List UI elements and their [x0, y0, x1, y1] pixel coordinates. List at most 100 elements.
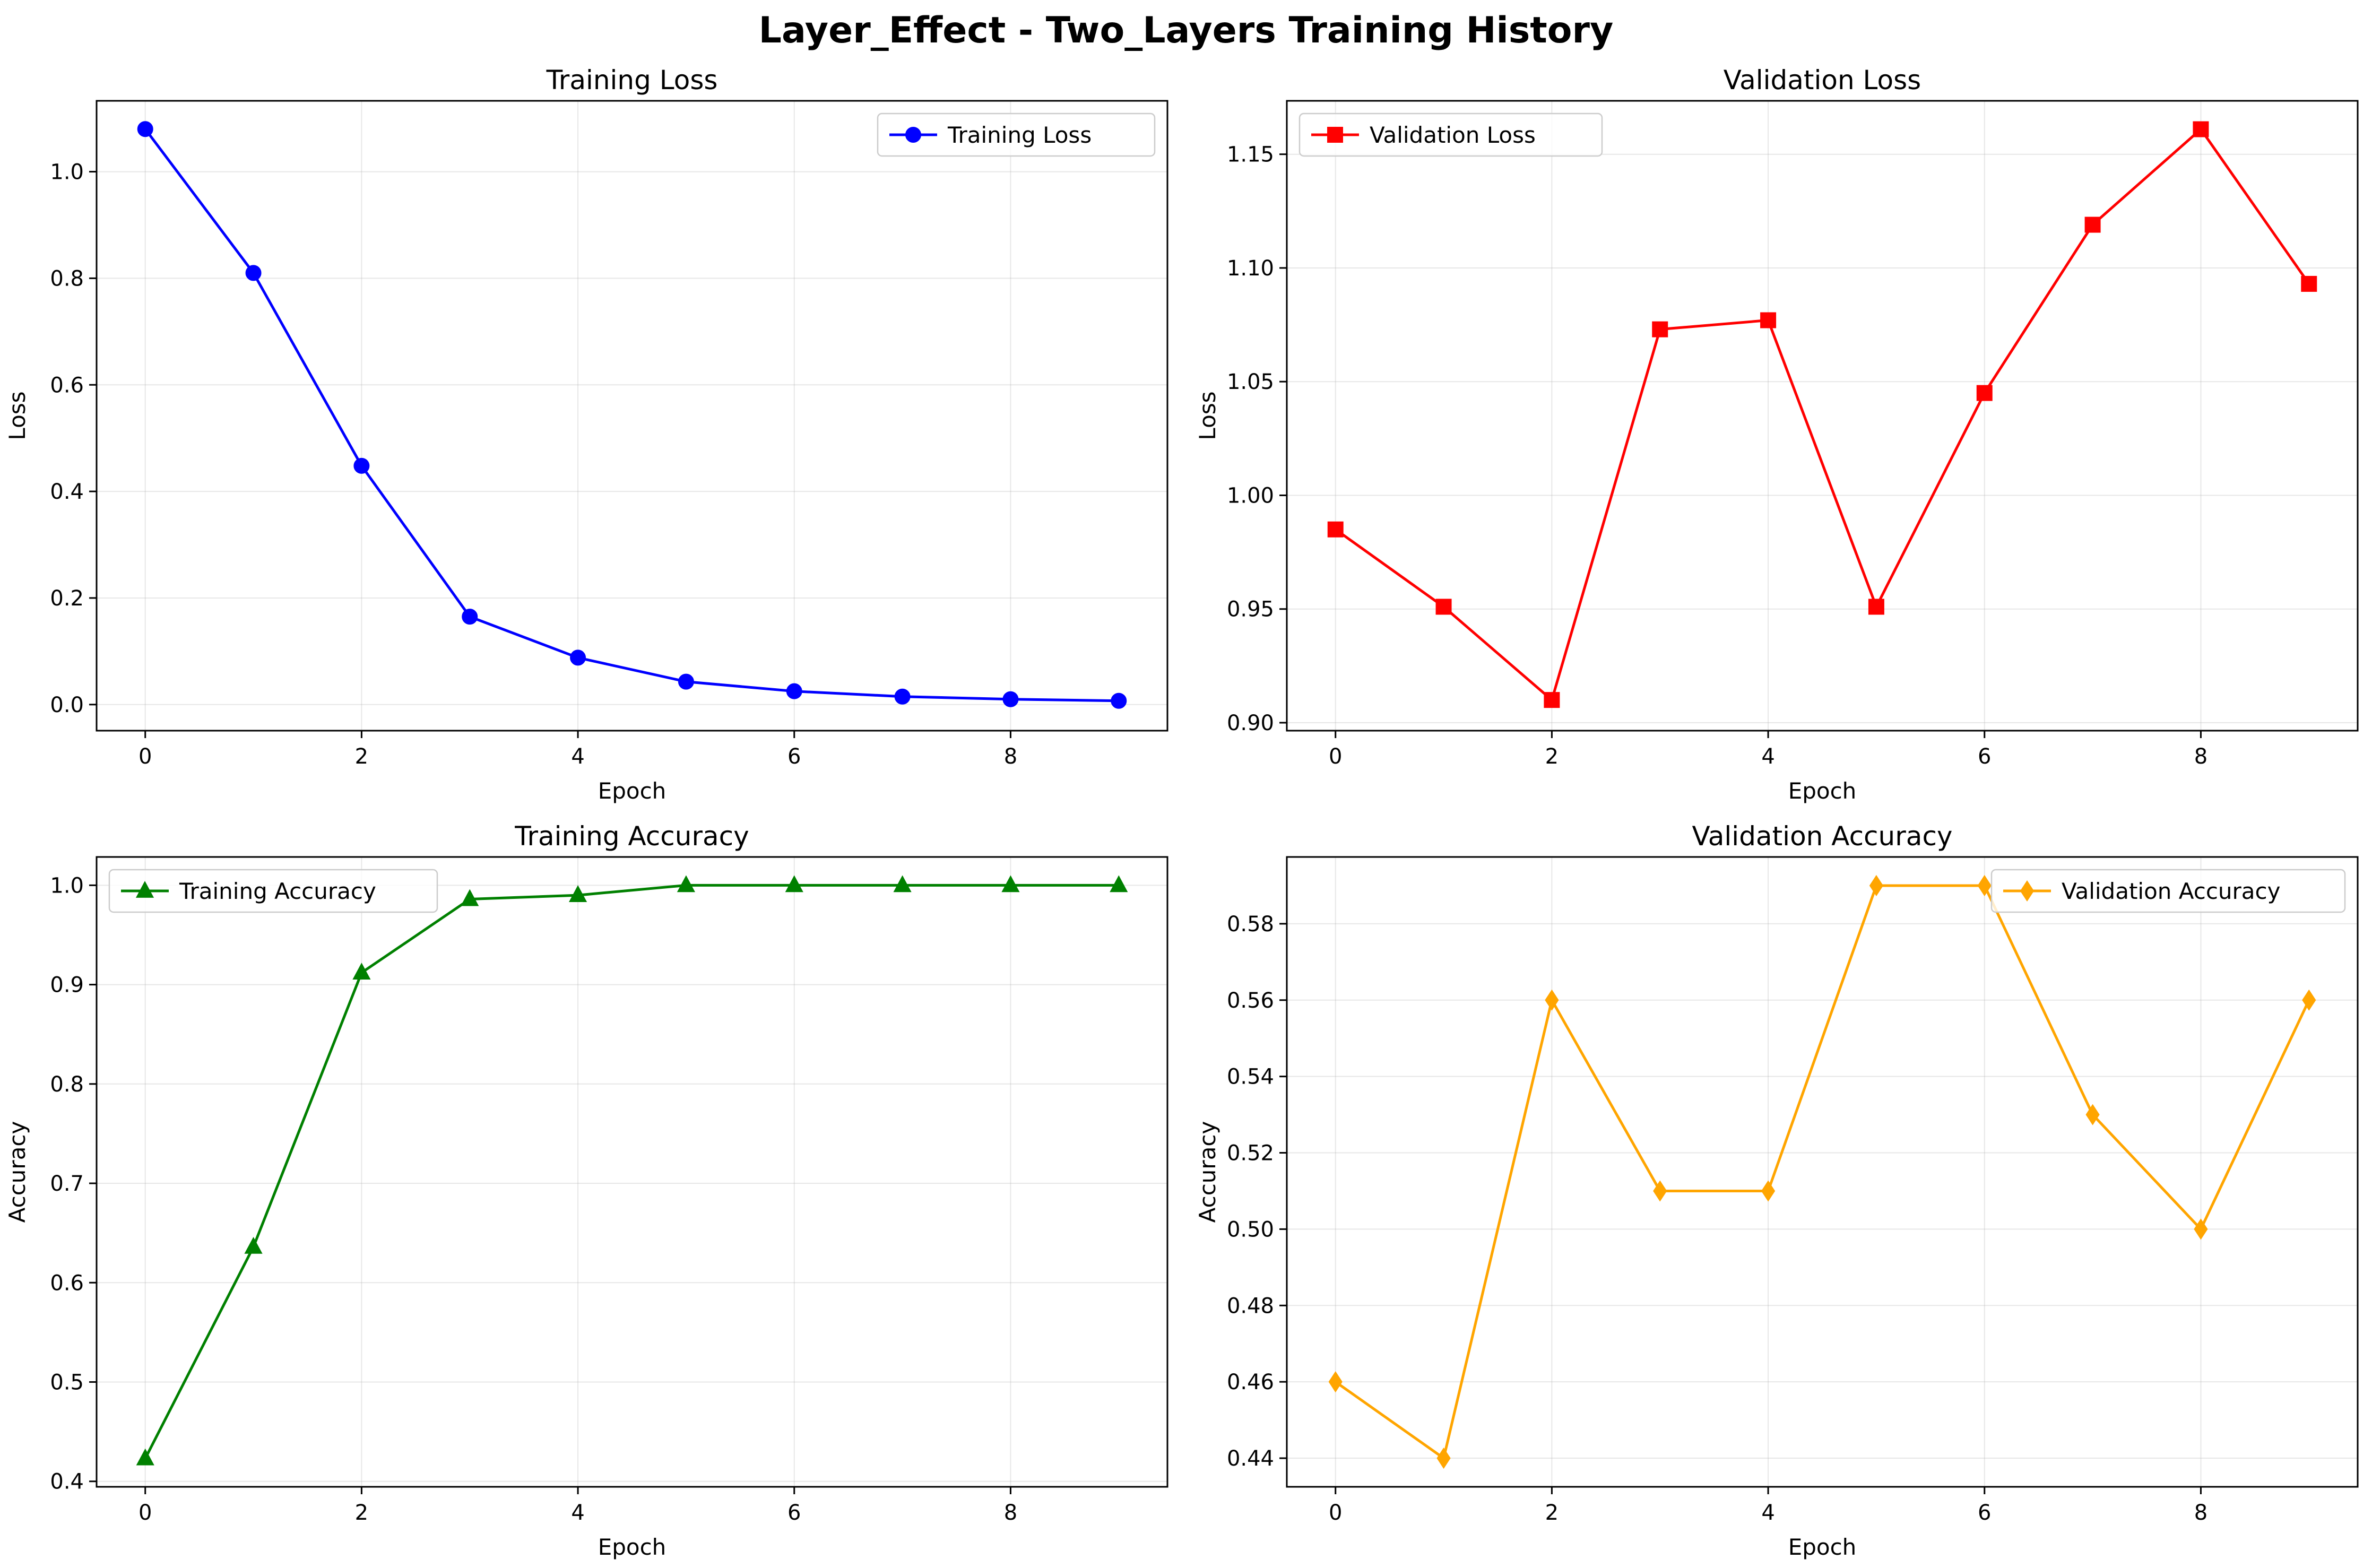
x-tick-label: 6: [1978, 1501, 1991, 1525]
x-tick-label: 4: [571, 1501, 584, 1525]
legend: Validation Loss: [1298, 112, 1603, 157]
subplot-validation-loss: 0 2 4 6 8 0.90 0.95 1.00 1.05 1.10 1.15 Validation …: [1194, 65, 2359, 804]
legend-marker: [135, 881, 154, 898]
data-point: [677, 875, 695, 893]
legend: Training Accuracy: [108, 869, 438, 913]
legend-label: Validation Accuracy: [2062, 878, 2281, 904]
legend-marker: [905, 127, 921, 143]
y-tick-label: 1.00: [1227, 483, 1274, 508]
data-point: [462, 609, 478, 625]
data-point: [678, 673, 694, 690]
y-tick-label: 0.5: [50, 1370, 84, 1394]
x-axis-label: Epoch: [598, 1534, 666, 1560]
data-point: [1544, 692, 1560, 708]
x-tick-label: 4: [1761, 744, 1774, 769]
series-line-training-accuracy: [144, 883, 1119, 1459]
data-point: [1001, 875, 1020, 893]
data-point: [1110, 875, 1128, 893]
legend-box: [108, 869, 438, 913]
series-line-validation-accuracy: [1335, 884, 2310, 1460]
subplot-title: Training Loss: [546, 65, 718, 96]
y-tick-label: 0.2: [50, 586, 84, 611]
data-point: [2194, 1218, 2208, 1240]
y-tick-label: 0.8: [50, 266, 84, 291]
subplot-validation-accuracy: 0 2 4 6 8 0.44 0.46 0.48 0.50 0.52 0.54 0.56 0.58 Val…: [1194, 821, 2359, 1560]
legend: Validation Accuracy: [1990, 869, 2346, 913]
data-point: [1761, 1180, 1776, 1202]
data-point: [1652, 321, 1668, 337]
plot-frame: [1286, 856, 2359, 1488]
x-tick-label: 8: [1004, 744, 1017, 769]
x-tick-label: 2: [355, 744, 368, 769]
y-axis-label: Loss: [4, 391, 30, 440]
data-point: [1976, 385, 1993, 401]
data-point: [137, 121, 153, 137]
y-tick-label: 0.6: [50, 1271, 84, 1295]
y-tick-label: 0.8: [50, 1072, 84, 1097]
data-point: [893, 875, 912, 893]
data-point: [569, 885, 587, 902]
data-point: [2193, 121, 2209, 137]
y-tick-label: 0.4: [50, 480, 84, 504]
y-tick-label: 0.44: [1227, 1446, 1274, 1471]
subplot-grid: 0 2 4 6 8 0.0 0.2 0.4 0.6 0.8 1.0 Training Loss Epoc…: [4, 65, 2359, 1560]
data-point: [1760, 312, 1777, 328]
y-tick-label: 0.50: [1227, 1217, 1274, 1242]
data-point: [1435, 599, 1452, 615]
y-tick-label: 0.9: [50, 973, 84, 998]
x-tick-label: 4: [571, 744, 584, 769]
x-tick-label: 6: [1978, 744, 1991, 769]
data-point: [1328, 1371, 1343, 1393]
subplot-training-accuracy: 0 2 4 6 8 0.4 0.5 0.6 0.7 0.8 0.9 1.0 Training Accur…: [4, 821, 1168, 1560]
x-tick-label: 2: [355, 1501, 368, 1525]
legend-marker: [1327, 127, 1343, 143]
y-axis-label: Accuracy: [4, 1121, 30, 1223]
y-tick-label: 1.05: [1227, 370, 1274, 394]
y-tick-label: 0.56: [1227, 989, 1274, 1013]
x-tick-label: 4: [1761, 1501, 1774, 1525]
subplot-title: Training Accuracy: [514, 821, 749, 852]
y-tick-label: 0.54: [1227, 1065, 1274, 1089]
data-point: [785, 875, 803, 893]
x-tick-label: 2: [1545, 1501, 1559, 1525]
x-tick-label: 0: [138, 1501, 152, 1525]
y-axis-label: Loss: [1194, 391, 1220, 440]
x-tick-label: 2: [1545, 744, 1559, 769]
plot-frame: [96, 100, 1168, 732]
data-point: [1977, 874, 1992, 896]
data-point: [1327, 521, 1344, 538]
x-tick-label: 6: [787, 744, 801, 769]
data-point: [136, 1448, 154, 1466]
data-point: [894, 688, 911, 705]
y-tick-label: 0.7: [50, 1172, 84, 1196]
figure-title: Layer_Effect - Two_Layers Training Histo…: [759, 10, 1614, 51]
y-tick-label: 0.48: [1227, 1294, 1274, 1318]
data-point: [1002, 691, 1019, 707]
x-tick-label: 8: [2194, 1501, 2207, 1525]
series-line-training-loss: [144, 128, 1119, 703]
x-tick-label: 0: [1329, 1501, 1342, 1525]
data-point: [2301, 275, 2317, 292]
legend: Training Loss: [877, 112, 1156, 157]
data-point: [1869, 874, 1884, 896]
data-point: [2302, 989, 2316, 1011]
data-point: [353, 457, 370, 474]
y-tick-label: 0.90: [1227, 711, 1274, 735]
x-tick-label: 0: [1329, 744, 1342, 769]
subplot-title: Validation Loss: [1724, 65, 1921, 96]
y-axis-label: Accuracy: [1194, 1121, 1220, 1223]
legend-marker: [2020, 880, 2035, 902]
y-tick-label: 0.95: [1227, 597, 1274, 622]
legend-box: [1990, 869, 2346, 913]
x-tick-label: 0: [138, 744, 152, 769]
data-point: [1545, 989, 1559, 1011]
y-tick-label: 0.46: [1227, 1370, 1274, 1394]
legend-label: Validation Loss: [1370, 122, 1536, 148]
y-tick-label: 0.58: [1227, 912, 1274, 937]
x-axis-label: Epoch: [1788, 1534, 1857, 1560]
plot-frame: [1286, 100, 2359, 732]
data-point: [1111, 692, 1127, 709]
data-point: [352, 963, 371, 980]
y-tick-label: 0.52: [1227, 1141, 1274, 1166]
